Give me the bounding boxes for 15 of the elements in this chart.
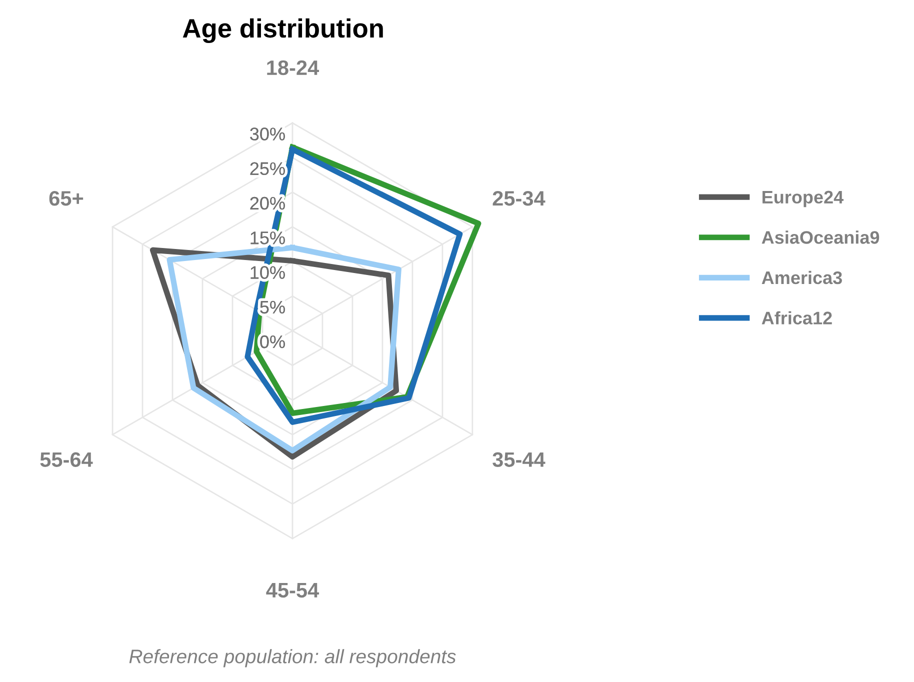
legend-label: AsiaOceania9 — [762, 230, 880, 244]
spoke-label: 18-24 — [267, 60, 320, 76]
spoke-label: 45-54 — [266, 583, 320, 598]
chart-title: Age distribution — [182, 18, 383, 44]
legend-label: America3 — [762, 270, 842, 284]
spoke-label: 35-44 — [492, 452, 546, 468]
spoke-label: 25-34 — [492, 190, 546, 206]
y-tick-label: 30% — [250, 128, 285, 140]
y-tick-label: 0% — [260, 335, 285, 348]
legend-label: Africa12 — [762, 311, 832, 324]
text: Reference population: all respondents — [129, 649, 456, 668]
spoke-label: 55-64 — [40, 452, 93, 467]
spoke-label: 65+ — [49, 190, 84, 206]
legend-label: Europe24 — [762, 190, 844, 208]
y-tick-label: 25% — [250, 162, 285, 176]
